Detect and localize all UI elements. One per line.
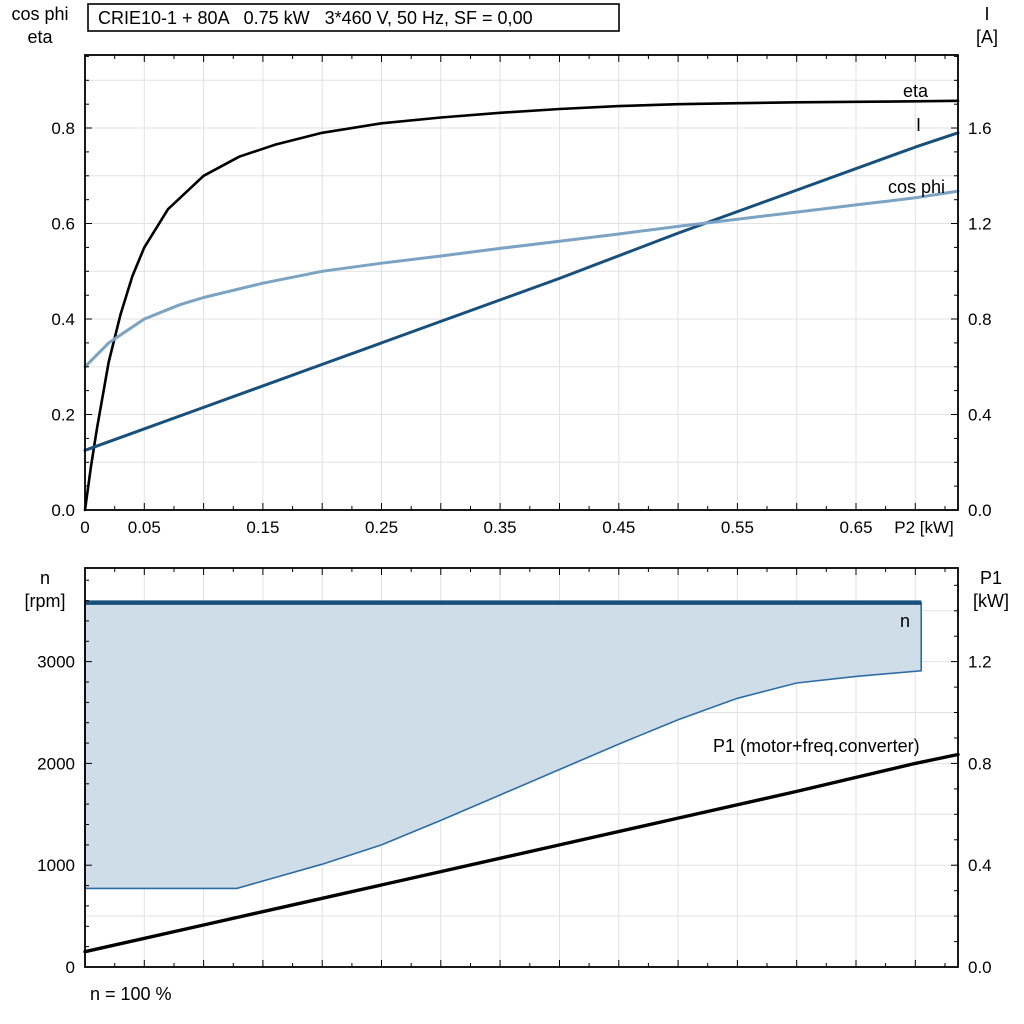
- plot-frame: [84, 54, 959, 511]
- bottom-left-axis-title-line2: [rpm]: [24, 591, 65, 611]
- bottom-left-axis-title-line1: n: [40, 568, 50, 588]
- eta-curve-label: eta: [903, 81, 929, 101]
- bottom-right-axis-title-line2: [kW]: [973, 591, 1009, 611]
- top-right-axis-title-line1: I: [984, 4, 989, 24]
- tick-label: 0.45: [602, 518, 635, 537]
- series-i: [83, 131, 960, 452]
- speed-band: [84, 601, 923, 890]
- tick-label: 0.8: [968, 310, 992, 329]
- tick-label: 0.6: [51, 215, 75, 234]
- top-right-axis-title-line2: [A]: [976, 27, 998, 47]
- tick-label: 0.2: [51, 406, 75, 425]
- top-left-axis-title-line1: cos phi: [11, 4, 68, 24]
- speed-band-label: n: [900, 611, 910, 631]
- chart-title: CRIE10-1 + 80A 0.75 kW 3*460 V, 50 Hz, S…: [98, 8, 533, 28]
- tick-label: 0.0: [51, 501, 75, 520]
- tick-label: 3000: [37, 653, 75, 672]
- tick-label: 0.0: [968, 958, 992, 977]
- series-eta: [83, 99, 960, 512]
- tick-label: 2000: [37, 754, 75, 773]
- speed-caption: n = 100 %: [90, 984, 172, 1004]
- top-left-axis-title-line2: eta: [27, 27, 53, 47]
- tick-label: 0.4: [968, 406, 992, 425]
- p1-curve-label: P1 (motor+freq.converter): [713, 736, 920, 756]
- tick-label: 1.2: [968, 215, 992, 234]
- plot-frame: [84, 567, 959, 968]
- tick-label: 0.25: [365, 518, 398, 537]
- title-box: [87, 3, 620, 32]
- tick-label: 1000: [37, 856, 75, 875]
- tick-label: 0.15: [246, 518, 279, 537]
- tick-label: 0.65: [839, 518, 872, 537]
- tick-label: 0.0: [968, 501, 992, 520]
- cos-phi-curve-label: cos phi: [888, 177, 945, 197]
- tick-label: 0.4: [51, 310, 75, 329]
- current-curve-label: I: [916, 115, 921, 135]
- chart-layer: 0.0 0.2 0.4 0.6 0.8 0.0 0.4 0.8 1.2 1.6 0 0.05 0.15 0…: [51, 54, 992, 537]
- tick-label: 0.05: [128, 518, 161, 537]
- tick-label: 1.6: [968, 119, 992, 138]
- tick-label: 0.8: [968, 754, 992, 773]
- tick-label: 0.8: [51, 119, 75, 138]
- tick-label: 0.4: [968, 856, 992, 875]
- tick-label: 0: [80, 518, 89, 537]
- tick-label: 0.55: [721, 518, 754, 537]
- tick-label: 1.2: [968, 653, 992, 672]
- series-p1-motor-freq-converter-: [83, 752, 960, 954]
- bottom-right-axis-title-line1: P1: [980, 568, 1002, 588]
- tick-label: 0.35: [484, 518, 517, 537]
- chart-layer: 0 1000 2000 3000 0.0 0.4 0.8 1.2: [37, 567, 992, 977]
- tick-label: 0: [66, 958, 75, 977]
- x-axis-title: P2 [kW]: [894, 518, 954, 537]
- series-cos-phi: [83, 189, 960, 369]
